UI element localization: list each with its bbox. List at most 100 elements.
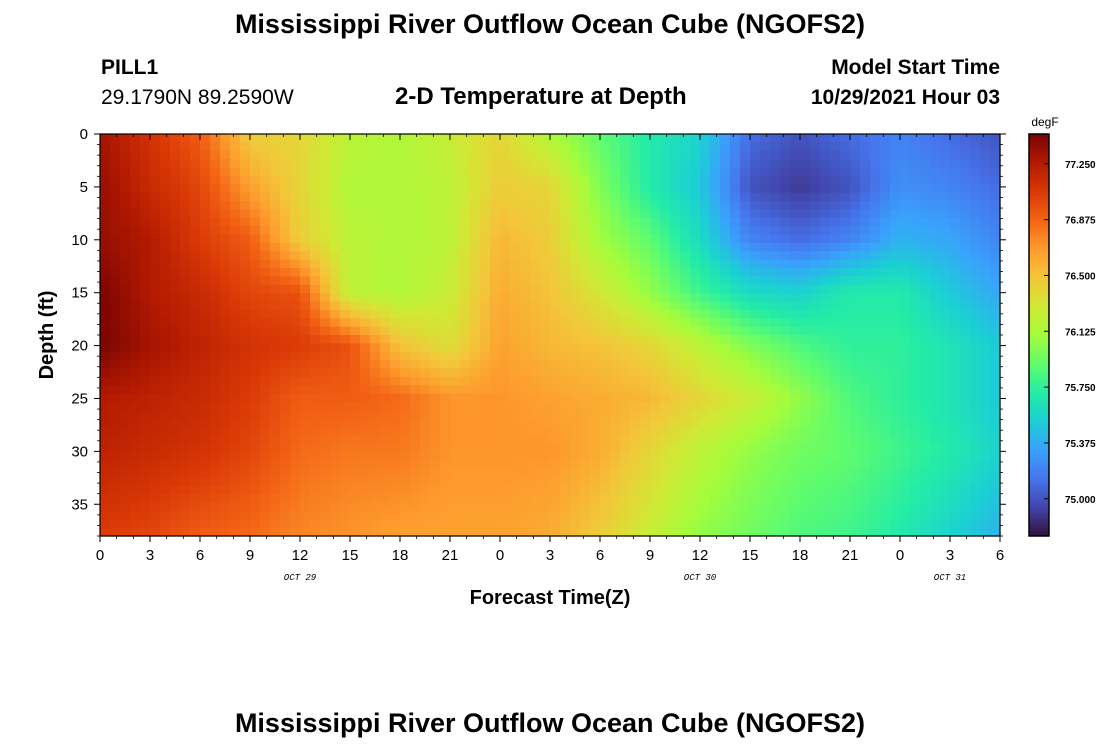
heatmap-cell — [100, 142, 111, 152]
heatmap-cell — [910, 494, 921, 504]
heatmap-cell — [370, 427, 381, 437]
heatmap-cell — [230, 268, 241, 277]
heatmap-cell — [610, 485, 621, 495]
heatmap-cell — [500, 159, 511, 169]
heatmap-cell — [640, 435, 651, 445]
heatmap-cell — [240, 134, 251, 143]
heatmap-cell — [210, 376, 221, 386]
heatmap-cell — [350, 443, 361, 453]
heatmap-cell — [170, 209, 181, 219]
heatmap-cell — [600, 376, 611, 386]
heatmap-cell — [820, 443, 831, 453]
heatmap-cell — [750, 301, 761, 311]
heatmap-cell — [470, 427, 481, 437]
heatmap-cell — [670, 368, 681, 378]
heatmap-cell — [130, 435, 141, 445]
heatmap-cell — [890, 418, 901, 428]
heatmap-cell — [870, 259, 881, 269]
heatmap-cell — [730, 485, 741, 495]
heatmap-cell — [720, 242, 731, 252]
heatmap-cell — [300, 142, 311, 152]
heatmap-cell — [240, 234, 251, 244]
heatmap-cell — [180, 443, 191, 453]
heatmap-cell — [650, 184, 661, 194]
heatmap-cell — [210, 410, 221, 420]
heatmap-cell — [670, 293, 681, 303]
heatmap-cell — [750, 510, 761, 520]
heatmap-cell — [860, 460, 871, 470]
heatmap-cell — [380, 268, 391, 277]
heatmap-cell — [500, 309, 511, 319]
heatmap-cell — [590, 175, 601, 185]
heatmap-cell — [990, 309, 1001, 319]
heatmap-cell — [850, 485, 861, 495]
heatmap-cell — [590, 226, 601, 236]
heatmap-cell — [270, 360, 281, 370]
heatmap-cell — [290, 427, 301, 437]
heatmap-cell — [700, 502, 711, 512]
heatmap-cell — [590, 452, 601, 462]
heatmap-cell — [460, 167, 471, 177]
heatmap-cell — [730, 318, 741, 328]
heatmap-cell — [470, 326, 481, 336]
heatmap-cell — [880, 150, 891, 160]
heatmap-cell — [610, 184, 621, 194]
heatmap-cell — [660, 309, 671, 319]
heatmap-cell — [120, 142, 131, 152]
heatmap-cell — [480, 435, 491, 445]
heatmap-cell — [310, 452, 321, 462]
heatmap-cell — [310, 527, 321, 537]
heatmap-cell — [280, 418, 291, 428]
heatmap-cell — [270, 351, 281, 361]
heatmap-cell — [170, 192, 181, 202]
heatmap-cell — [660, 469, 671, 478]
heatmap-cell — [530, 443, 541, 453]
heatmap-cell — [880, 360, 891, 370]
heatmap-cell — [810, 276, 821, 286]
heatmap-cell — [460, 351, 471, 361]
heatmap-cell — [260, 402, 271, 411]
heatmap-cell — [780, 527, 791, 537]
heatmap-cell — [620, 485, 631, 495]
heatmap-cell — [600, 159, 611, 169]
heatmap-cell — [890, 443, 901, 453]
heatmap-cell — [140, 393, 151, 403]
heatmap-cell — [960, 360, 971, 370]
heatmap-cell — [790, 326, 801, 336]
heatmap-cell — [940, 393, 951, 403]
heatmap-cell — [570, 159, 581, 169]
heatmap-cell — [480, 226, 491, 236]
heatmap-cell — [530, 485, 541, 495]
heatmap-cell — [980, 510, 991, 520]
heatmap-cell — [570, 134, 581, 143]
heatmap-cell — [430, 502, 441, 512]
heatmap-cell — [130, 142, 141, 152]
heatmap-cell — [890, 318, 901, 328]
heatmap-cell — [940, 502, 951, 512]
heatmap-cell — [730, 234, 741, 244]
model-start-label: Model Start Time — [831, 56, 1000, 79]
heatmap-cell — [410, 192, 421, 202]
heatmap-cell — [870, 351, 881, 361]
heatmap-cell — [960, 435, 971, 445]
heatmap-cell — [420, 134, 431, 143]
heatmap-cell — [130, 519, 141, 529]
heatmap-cell — [720, 217, 731, 227]
heatmap-cell — [460, 301, 471, 311]
heatmap-cell — [280, 360, 291, 370]
heatmap-cell — [590, 301, 601, 311]
heatmap-cell — [860, 251, 871, 261]
heatmap-cell — [380, 159, 391, 169]
heatmap-cell — [320, 150, 331, 160]
heatmap-cell — [320, 201, 331, 210]
heatmap-cell — [880, 326, 891, 336]
heatmap-cell — [930, 418, 941, 428]
heatmap-cell — [120, 284, 131, 294]
heatmap-cell — [690, 477, 701, 487]
heatmap-cell — [820, 402, 831, 411]
heatmap-cell — [950, 259, 961, 269]
heatmap-cell — [690, 385, 701, 395]
heatmap-cell — [340, 242, 351, 252]
heatmap-cell — [740, 410, 751, 420]
heatmap-cell — [670, 175, 681, 185]
